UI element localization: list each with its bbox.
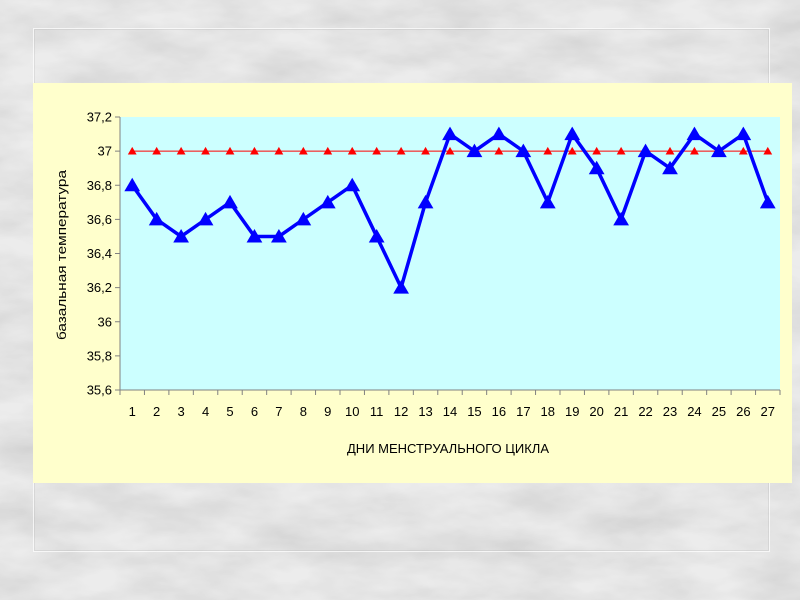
x-tick-label: 2 [153,404,160,419]
reference-series-marker [225,146,235,155]
y-tick-label: 36,2 [87,280,112,295]
reference-series-marker [738,146,748,155]
y-axis: 35,6 35,8 36 36,2 36,4 36,6 36,8 37 37,2 [87,110,121,398]
temperature-series-marker [417,194,434,209]
temperature-series-marker [466,143,483,158]
reference-series-marker [763,146,773,155]
reference-series-marker [250,146,259,155]
x-tick-label: 1 [129,404,136,419]
temperature-series-marker [662,160,678,175]
x-tick-label: 7 [275,404,282,419]
temperature-series-marker [246,228,263,243]
temperature-series-marker [539,194,556,209]
reference-series-marker [323,146,333,155]
x-tick-label: 21 [614,404,628,419]
reference-series-marker [274,146,284,155]
x-axis: 1 2 3 4 5 6 7 8 9 10 11 12 13 14 15 16 17 18 19 20 21 22 23 24 2… [119,389,781,419]
temperature-series-marker [613,211,629,226]
x-tick-label: 25 [712,404,726,419]
temperature-series-marker [686,126,703,141]
x-tick-label: 13 [418,404,432,419]
plot-area [120,117,780,390]
y-tick-label: 35,6 [87,383,112,398]
x-tick-label: 19 [565,404,579,419]
reference-series-marker [616,146,626,155]
y-tick-label: 36,4 [87,246,112,261]
x-tick-label: 22 [638,404,652,419]
x-axis-title: ДНИ МЕНСТРУАЛЬНОГО ЦИКЛА [347,441,549,456]
x-tick-label: 12 [394,404,408,419]
temperature-series-marker [564,126,581,141]
reference-series-marker [592,146,602,155]
reference-series-marker [396,146,406,155]
reference-series-marker [152,146,162,155]
temperature-series-marker [344,177,361,192]
reference-series-marker [690,146,699,155]
reference-series-marker [347,146,357,155]
temperature-series-marker [197,211,214,226]
x-tick-label: 15 [467,404,481,419]
x-tick-label: 16 [492,404,506,419]
x-tick-label: 6 [251,404,258,419]
temperature-series-marker [588,160,605,175]
reference-series-marker [201,146,210,155]
y-tick-label: 36,8 [87,178,112,193]
reference-series-marker [567,146,577,155]
x-tick-label: 27 [761,404,775,419]
reference-series-marker [543,146,553,155]
y-tick-label: 36 [98,314,112,329]
x-tick-label: 23 [663,404,677,419]
reference-series-marker [665,146,675,155]
temperature-series-marker [442,126,458,141]
y-axis-title: базальная температура [54,169,69,340]
temperature-series-marker [393,280,409,294]
temperature-series-marker [368,228,385,243]
temperature-series-marker [491,126,507,141]
x-tick-label: 17 [516,404,530,419]
temperature-series-marker [124,177,141,192]
reference-series-marker [176,146,186,155]
temperature-series-marker [759,194,776,209]
x-tick-label: 11 [370,404,384,419]
temperature-series-marker [637,143,654,158]
y-tick-label: 36,6 [87,212,112,227]
x-tick-label: 14 [443,404,457,419]
x-tick-label: 8 [300,404,307,419]
temperature-series-marker [319,194,336,209]
x-tick-label: 9 [324,404,331,419]
temperature-series-marker [711,143,727,158]
x-tick-label: 20 [589,404,603,419]
temperature-series-marker [295,211,312,226]
reference-series-marker [298,146,308,155]
x-tick-label: 5 [226,404,233,419]
y-tick-label: 35,8 [87,348,112,363]
reference-series-marker [127,146,137,155]
x-tick-label: 26 [736,404,750,419]
x-tick-label: 4 [202,404,209,419]
reference-series-marker [421,146,430,155]
x-tick-label: 3 [177,404,184,419]
temperature-series-marker [173,228,189,243]
x-tick-label: 24 [687,404,701,419]
reference-series-marker [445,146,455,155]
temperature-series-marker [735,126,752,141]
temperature-series-marker [222,194,238,209]
temperature-series-marker [515,143,532,158]
reference-series-marker [494,146,504,155]
temperature-series-marker [271,228,287,243]
temperature-series-marker [148,211,165,226]
x-tick-label: 18 [541,404,555,419]
reference-series-marker [372,146,382,155]
series-layer [124,126,776,294]
y-tick-label: 37 [98,144,112,159]
y-tick-label: 37,2 [87,110,112,125]
x-tick-label: 10 [345,404,359,419]
